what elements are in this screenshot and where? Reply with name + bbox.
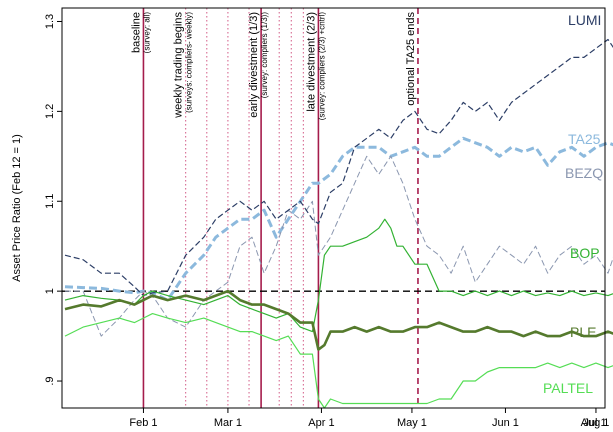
series-line-bop [64,218,613,333]
event-sublabel-3: (survey: compliers (2/3) +cntrl) [317,12,326,121]
series-labels: LUMI TA25 BEZQ BOP PLE PALTEL [543,12,603,396]
y-tick-label-2: 1.1 [44,194,56,209]
series-label-lumi: LUMI [568,12,601,28]
series-label-bezq: BEZQ [565,165,603,181]
event-labels: baseline (survey: all) weekly trading begi… [130,12,417,121]
series-line-lumi [64,38,613,297]
series-lines [64,38,613,409]
event-sublabel-2: (survey: compliers (1/3)) [260,12,269,99]
x-tick-label-1: Mar 1 [214,417,242,429]
event-label-3: late divestment (2/3) [305,12,317,112]
plot-frame [61,7,606,409]
event-label-2: early divestment (1/3) [248,12,260,118]
series-line-bezq [65,155,613,337]
event-sublabel-0: (survey: all) [142,12,151,54]
event-label-1: weekly trading begins [173,12,185,119]
series-label-ple: PLE [570,324,596,340]
series-label-bop: BOP [570,245,600,261]
y-tick-label-1: 1 [44,288,56,294]
x-tick-label-4: Jun 1 [492,417,519,429]
event-label-4: optional TA25 ends [405,12,417,106]
x-tick-label-6: Aug 1 [581,417,610,429]
series-line-ple [64,289,613,351]
event-sublabel-1: (surveys: compliers- weekly) [185,12,194,113]
x-tick-label-2: Apr 1 [308,417,334,429]
series-line-paltel [64,313,613,409]
x-tick-label-0: Feb 1 [129,417,157,429]
y-axis-title: Asset Price Ratio (Feb 12 = 1) [11,134,23,282]
x-tick-label-5: Jul 1 [583,417,606,429]
series-label-ta25: TA25 [568,131,601,147]
y-tick-label-4: 1.3 [44,14,56,29]
y-tick-label-3: 1.2 [44,104,56,119]
y-tick-label-0: .9 [44,376,56,385]
series-label-paltel: PALTEL [543,380,593,396]
event-label-0: baseline [130,12,142,53]
x-tick-label-3: May 1 [397,417,427,429]
